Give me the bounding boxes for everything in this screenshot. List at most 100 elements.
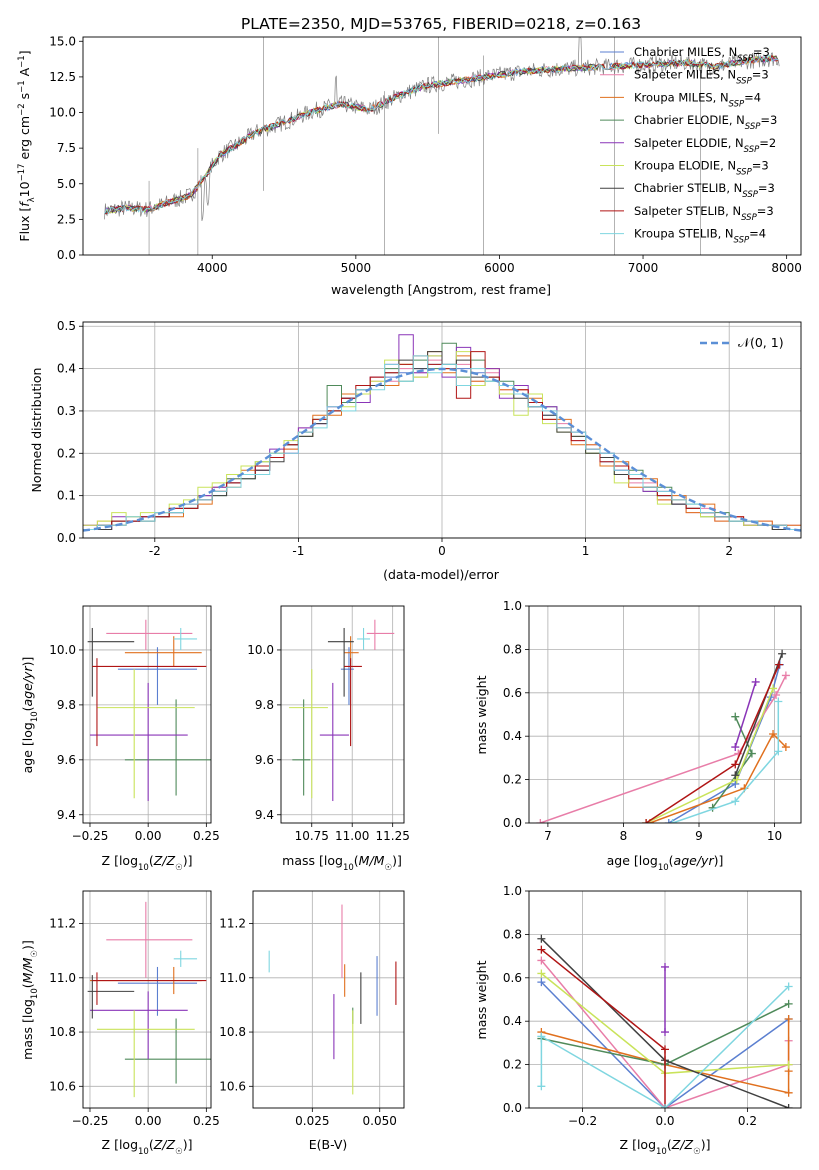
weight-marker bbox=[731, 797, 740, 806]
x-tick-label: 0.00 bbox=[135, 1114, 162, 1128]
weight-marker bbox=[661, 1104, 669, 1108]
x-tick-label: 0.25 bbox=[193, 1114, 220, 1128]
y-tick-label: 9.6 bbox=[255, 753, 274, 767]
y-tick-label: 9.4 bbox=[57, 808, 76, 822]
weight-marker bbox=[731, 743, 740, 752]
label-part: 10 bbox=[30, 988, 40, 999]
x-tick-label: 10 bbox=[767, 829, 782, 843]
plot-area bbox=[83, 322, 801, 538]
y-tick-label: 0.2 bbox=[503, 773, 522, 787]
y-axis-label: mass weight bbox=[474, 960, 489, 1039]
label-part: ( bbox=[669, 853, 674, 868]
label-part: 10 bbox=[30, 711, 40, 722]
y-tick-label: 0.0 bbox=[503, 1101, 522, 1115]
weight-marker bbox=[784, 1015, 793, 1024]
label-part: Salpeter STELIB, N bbox=[634, 204, 741, 218]
legend-label: Salpeter ELODIE, NSSP=2 bbox=[634, 136, 776, 155]
y-tick-label: 11.2 bbox=[49, 917, 76, 931]
weight-marker bbox=[784, 982, 793, 991]
y-tick-label: 0.5 bbox=[57, 319, 76, 333]
label-part: SSP bbox=[729, 99, 745, 109]
label-part: Kroupa STELIB, N bbox=[634, 227, 734, 241]
plot-area bbox=[281, 606, 404, 823]
label-part: A bbox=[17, 67, 32, 80]
y-tick-label: 9.6 bbox=[57, 753, 76, 767]
label-part: Z [log bbox=[102, 1137, 138, 1152]
x-tick-label: 0 bbox=[438, 544, 446, 558]
weight-marker bbox=[537, 978, 546, 987]
plot-area bbox=[83, 891, 211, 1108]
y-tick-label: 0.6 bbox=[503, 971, 522, 985]
label-part: Z/Z bbox=[153, 853, 176, 868]
y-tick-label: 11.0 bbox=[219, 971, 246, 985]
weight-marker bbox=[537, 1032, 546, 1041]
label-part: SSP bbox=[745, 122, 761, 132]
weight-line bbox=[540, 985, 790, 1108]
y-tick-label: 0.0 bbox=[503, 816, 522, 830]
x-tick-label: 8 bbox=[620, 829, 628, 843]
label-part: 10 bbox=[17, 181, 32, 197]
weight-marker bbox=[537, 934, 546, 943]
label-part: Chabrier MILES, N bbox=[634, 45, 737, 59]
label-part: =4 bbox=[744, 90, 761, 104]
label-part: M/M bbox=[359, 853, 385, 868]
x-tick-label: 0.025 bbox=[295, 1114, 329, 1128]
x-axis-label: mass [log10(M/M☉)] bbox=[282, 853, 402, 873]
y-tick-label: 11.0 bbox=[49, 971, 76, 985]
histogram-step bbox=[83, 355, 801, 530]
label-part: ☉ bbox=[693, 1147, 701, 1157]
label-part: s bbox=[17, 93, 32, 104]
y-tick-label: 0.6 bbox=[503, 686, 522, 700]
weight-line bbox=[734, 681, 757, 748]
y-tick-label: 7.5 bbox=[57, 141, 76, 155]
plot-area bbox=[253, 891, 404, 1108]
x-tick-label: −0.25 bbox=[72, 829, 109, 843]
label-part: Flux [ bbox=[17, 207, 32, 242]
weight-marker bbox=[537, 969, 546, 978]
weight-marker bbox=[661, 1028, 669, 1037]
label-part: Kroupa ELODIE, N bbox=[634, 159, 736, 173]
y-tick-label: 10.6 bbox=[49, 1079, 76, 1093]
weight-marker bbox=[769, 730, 778, 739]
residual-panel: -2 -1 0 1 2 0.0 0.1 0.2 0.3 0.4 0.5 𝒩(0, 1) (data-mo… bbox=[29, 319, 802, 582]
legend-label: Kroupa ELODIE, NSSP=3 bbox=[634, 159, 769, 178]
weight-marker bbox=[784, 1060, 793, 1069]
x-tick-label: 1 bbox=[582, 544, 590, 558]
weight-marker bbox=[536, 819, 545, 823]
label-part: Chabrier STELIB, N bbox=[634, 181, 742, 195]
age-vs-mass-panel: 10.75 11.00 11.25 9.4 9.6 9.8 10.0 mass [log10(… bbox=[247, 605, 410, 873]
axes-frame bbox=[280, 605, 405, 824]
x-tick-label: 0.2 bbox=[738, 1114, 757, 1128]
x-tick-label: 8000 bbox=[771, 261, 802, 275]
label-part: 10 bbox=[138, 1147, 149, 1157]
axes-frame bbox=[528, 890, 802, 1109]
weight-marker bbox=[784, 1104, 793, 1108]
y-tick-label: 10.6 bbox=[219, 1079, 246, 1093]
label-part: ( bbox=[667, 1137, 672, 1152]
label-part: M/M bbox=[20, 957, 35, 983]
weight-marker bbox=[781, 671, 790, 680]
label-part: 10 bbox=[138, 863, 149, 873]
weight-marker bbox=[537, 956, 546, 965]
weight-marker bbox=[774, 697, 783, 706]
x-tick-label: 11.25 bbox=[375, 829, 409, 843]
weight-marker bbox=[731, 779, 740, 788]
y-tick-label: 1.0 bbox=[503, 884, 522, 898]
label-part: )] bbox=[20, 940, 35, 950]
label-part: λ bbox=[27, 197, 37, 202]
weight-marker bbox=[642, 819, 651, 823]
x-tick-label: 11.00 bbox=[335, 829, 369, 843]
weight-marker bbox=[731, 760, 740, 769]
legend-label: Chabrier MILES, NSSP=3 bbox=[634, 45, 770, 64]
label-part: erg cm bbox=[17, 116, 32, 164]
x-tick-label: -1 bbox=[292, 544, 304, 558]
label-part: age [log bbox=[20, 722, 35, 773]
x-tick-label: 0.00 bbox=[135, 829, 162, 843]
label-part: age [log bbox=[607, 853, 658, 868]
label-part: SSP bbox=[736, 77, 752, 87]
weight-line bbox=[672, 701, 780, 823]
x-tick-label: 7 bbox=[544, 829, 552, 843]
x-tick-label: 0.050 bbox=[363, 1114, 397, 1128]
